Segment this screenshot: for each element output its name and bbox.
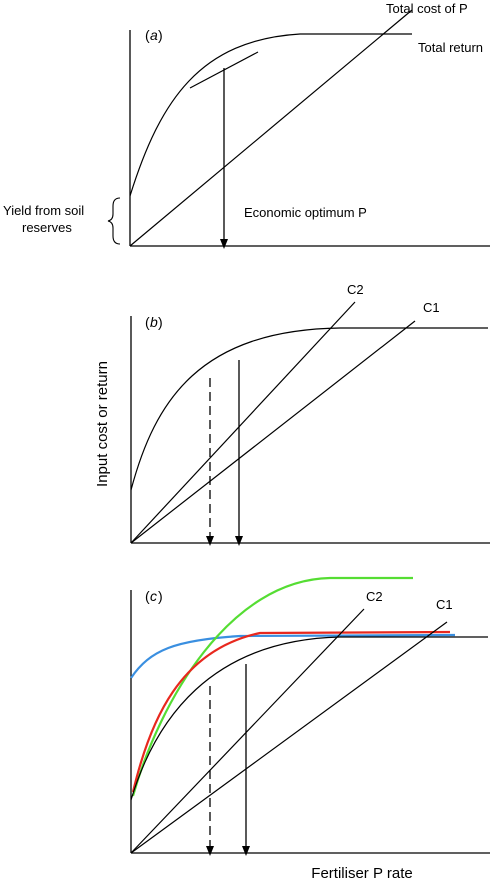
panel-c: ( c ) C2 C1	[130, 576, 490, 856]
panel-b-c1-line	[130, 320, 416, 544]
panel-a: ( a ) Total cost of P Total return Econo…	[3, 1, 490, 249]
panel-a-total-cost-label: Total cost of P	[386, 1, 468, 16]
panel-c-c1-label: C1	[436, 597, 453, 612]
panel-a-soil-brace	[107, 197, 121, 245]
panel-c-blue-curve	[130, 633, 456, 679]
panel-c-c2-label: C2	[366, 589, 383, 604]
panel-b-c2-label: C2	[347, 282, 364, 297]
panel-a-total-return-curve	[129, 33, 412, 197]
panel-c-green-curve	[131, 576, 413, 797]
panel-b-c1-label: C1	[423, 300, 440, 315]
panel-a-letter: a	[150, 27, 158, 43]
panel-b: ( b ) C2 C1	[130, 282, 490, 546]
panel-b-return-curve	[130, 327, 488, 491]
panel-a-letter-close: )	[158, 27, 163, 43]
y-axis-title: Input cost or return	[94, 361, 111, 487]
panel-c-letter-open: (	[145, 588, 150, 604]
panel-b-letter: b	[150, 314, 158, 330]
panel-a-total-cost-line	[129, 9, 413, 247]
panel-a-total-return-label: Total return	[418, 40, 483, 55]
panel-a-optimum-label: Economic optimum P	[244, 205, 367, 220]
panel-c-c1-line	[130, 621, 448, 854]
panel-b-letter-open: (	[145, 314, 150, 330]
panel-a-soil-label-1: Yield from soil	[3, 203, 84, 218]
x-axis-title: Fertiliser P rate	[311, 865, 412, 882]
panel-c-letter: c	[150, 588, 157, 604]
panel-b-letter-close: )	[158, 314, 163, 330]
panel-b-c2-line	[130, 301, 356, 544]
panel-c-red-curve	[131, 630, 451, 793]
panel-c-letter-close: )	[158, 588, 163, 604]
panel-a-letter-open: (	[145, 27, 150, 43]
panel-c-c2-line	[130, 608, 365, 854]
panel-a-soil-label-2: reserves	[22, 220, 72, 235]
panel-c-black-curve	[130, 636, 488, 801]
